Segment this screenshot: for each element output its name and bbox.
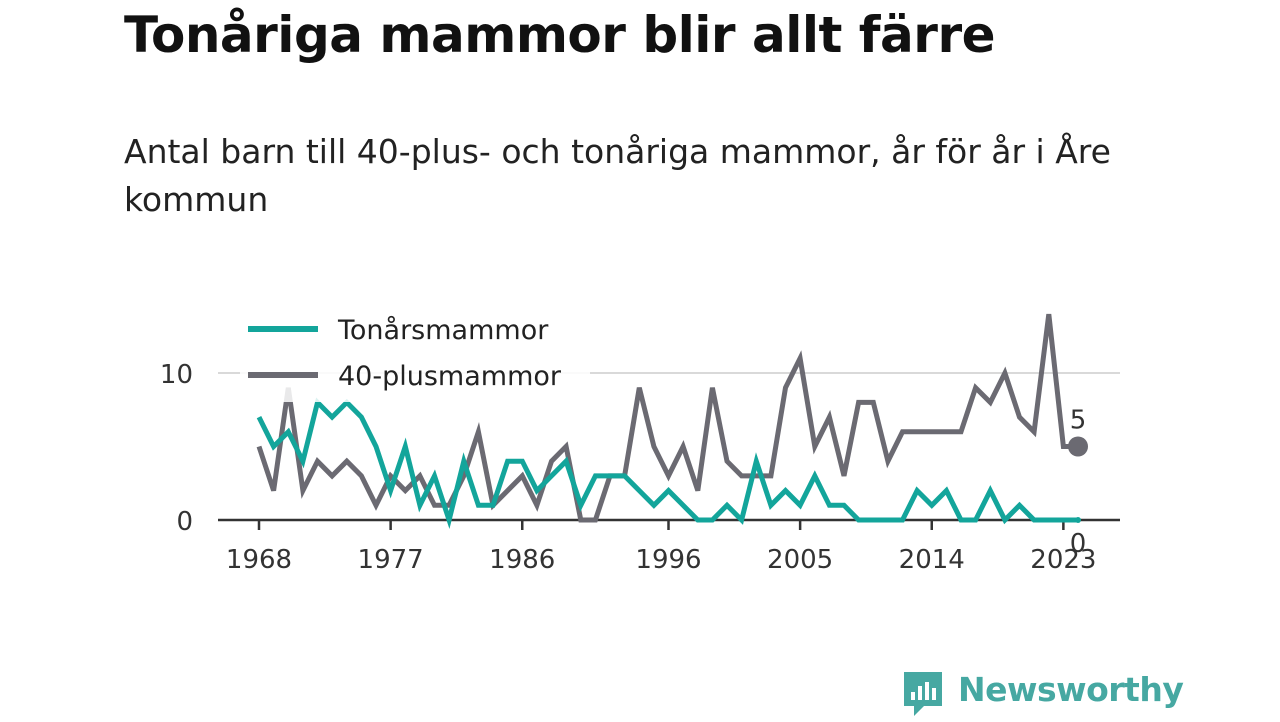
x-tick-label-1986: 1986: [489, 545, 555, 575]
x-tick-label-2005: 2005: [767, 545, 833, 575]
x-tick-label-2023: 2023: [1030, 545, 1096, 575]
newsworthy-logo: Newsworthy: [902, 668, 1184, 718]
x-tick-label-1968: 1968: [226, 545, 292, 575]
x-tick-label-1996: 1996: [635, 545, 701, 575]
legend-label-40-plusmammor: 40-plusmammor: [338, 361, 562, 392]
legend-label-tonarsmammor: Tonårsmammor: [337, 315, 549, 346]
end-marker-tonarsmammor: [1075, 517, 1081, 523]
newsworthy-logo-text: Newsworthy: [958, 670, 1184, 709]
series-line-tonarsmammor: [256, 397, 1078, 529]
y-tick-label-10: 10: [160, 360, 193, 390]
chart-title: Tonåriga mammor blir allt färre: [124, 6, 996, 64]
line-chart: 0 10 1968 1977 1986 1996 2005 2014 2023 5 0 Tonårsm…: [159, 302, 1120, 575]
chart-subtitle: Antal barn till 40-plus- och tonåriga ma…: [124, 132, 1111, 219]
newsworthy-logo-icon: [904, 672, 942, 716]
legend-background: [240, 302, 590, 402]
end-label-tonarsmammor: 0: [1070, 529, 1087, 559]
x-tick-label-2014: 2014: [899, 545, 965, 575]
end-marker-40-plusmammor: [1068, 436, 1088, 457]
end-label-40-plusmammor: 5: [1070, 406, 1087, 436]
x-tick-label-1977: 1977: [358, 545, 424, 575]
y-tick-label-0: 0: [176, 507, 193, 537]
